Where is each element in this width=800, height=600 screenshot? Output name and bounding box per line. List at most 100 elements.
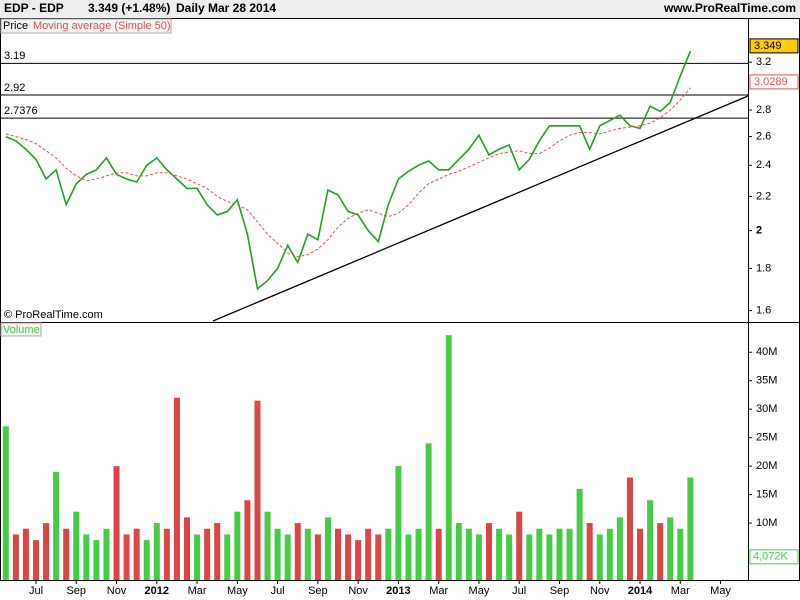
volume-bar bbox=[677, 528, 684, 580]
volume-bar bbox=[214, 523, 221, 580]
y-tick-label: 1.8 bbox=[756, 262, 771, 274]
last-volume-box bbox=[749, 549, 799, 565]
x-tick-label: Jul bbox=[512, 585, 526, 597]
volume-bar bbox=[33, 540, 39, 580]
volume-bar bbox=[496, 528, 503, 580]
x-tick-label: Jul bbox=[29, 585, 43, 597]
volume-bar bbox=[526, 534, 533, 580]
x-tick-label: 2012 bbox=[145, 585, 169, 597]
x-tick-label: Nov bbox=[107, 585, 127, 597]
date: Mar 28 2014 bbox=[208, 1, 276, 15]
volume-bar bbox=[304, 528, 311, 580]
level-label: 2.7376 bbox=[4, 105, 38, 117]
volume-bar bbox=[143, 540, 150, 580]
volume-bar bbox=[546, 534, 553, 580]
volume-bar bbox=[163, 528, 170, 580]
volume-bar bbox=[113, 466, 120, 580]
x-tick-label: May bbox=[227, 585, 248, 597]
level-label: 3.19 bbox=[4, 50, 25, 62]
y-tick-label: 35M bbox=[756, 375, 777, 387]
volume-bar bbox=[103, 528, 110, 580]
volume-bar bbox=[12, 534, 19, 580]
volume-bar bbox=[647, 500, 654, 580]
volume-bar bbox=[566, 528, 573, 580]
volume-bar bbox=[264, 511, 271, 580]
volume-bar bbox=[93, 540, 100, 580]
x-tick-label: Mar bbox=[671, 585, 690, 597]
volume-bar bbox=[53, 471, 60, 580]
x-tick-label: May bbox=[710, 585, 731, 597]
y-tick-label: 2.8 bbox=[756, 104, 771, 116]
volume-bar bbox=[83, 534, 90, 580]
volume-bar bbox=[123, 534, 130, 580]
volume-bar bbox=[637, 528, 644, 580]
level-label: 2.92 bbox=[4, 82, 25, 94]
y-tick-label: 10M bbox=[756, 517, 777, 529]
y-tick-label: 30M bbox=[756, 403, 777, 415]
period: Daily bbox=[176, 1, 205, 15]
copyright: © ProRealTime.com bbox=[4, 309, 103, 321]
y-tick-label: 3.2 bbox=[756, 56, 771, 68]
volume-bar bbox=[204, 528, 211, 580]
last-value-box bbox=[749, 38, 799, 54]
volume-bar bbox=[294, 523, 301, 580]
last-value-box bbox=[749, 74, 799, 90]
y-tick-label: 2.2 bbox=[756, 190, 771, 202]
volume-bar bbox=[486, 523, 493, 580]
volume-bar bbox=[244, 500, 251, 580]
volume-bar bbox=[475, 534, 482, 580]
legend-price: Price bbox=[3, 20, 28, 32]
price-line bbox=[5, 50, 692, 291]
volume-bar bbox=[626, 477, 633, 580]
last-value-label: 3.0289 bbox=[754, 76, 788, 88]
y-tick-label: 2.6 bbox=[756, 131, 771, 143]
x-tick-label: Jul bbox=[271, 585, 285, 597]
x-tick-label: Nov bbox=[590, 585, 610, 597]
volume-bar bbox=[395, 466, 402, 580]
x-tick-label: Mar bbox=[188, 585, 207, 597]
volume-bar bbox=[516, 511, 523, 580]
volume-bar bbox=[365, 528, 372, 580]
x-tick-label: Nov bbox=[348, 585, 368, 597]
volume-bar bbox=[586, 523, 593, 580]
symbol: EDP - EDP bbox=[4, 1, 64, 15]
volume-bar bbox=[375, 534, 382, 580]
volume-bar bbox=[405, 534, 412, 580]
volume-bar bbox=[385, 528, 392, 580]
y-tick-label: 40M bbox=[756, 346, 777, 358]
last-value-label: 3.349 bbox=[754, 40, 782, 52]
volume-bar bbox=[687, 477, 694, 580]
volume-bar bbox=[63, 528, 70, 580]
volume-bar bbox=[556, 528, 563, 580]
volume-bar bbox=[445, 335, 452, 580]
volume-bar bbox=[73, 511, 80, 580]
volume-bar bbox=[2, 426, 9, 580]
volume-bar bbox=[667, 517, 674, 580]
quote: 3.349 (+1.48%) bbox=[88, 1, 170, 15]
legend-box bbox=[0, 18, 172, 34]
y-tick-label: 2.4 bbox=[756, 159, 771, 171]
x-tick-label: Sep bbox=[66, 585, 86, 597]
volume-bar bbox=[425, 443, 432, 580]
volume-bar bbox=[43, 523, 50, 580]
volume-bar bbox=[224, 534, 231, 580]
volume-bar bbox=[576, 488, 583, 580]
volume-bar bbox=[184, 517, 191, 580]
y-tick-label: 2 bbox=[756, 225, 762, 237]
x-tick-label: 2013 bbox=[386, 585, 410, 597]
moving-average-line bbox=[5, 87, 691, 258]
volume-bar bbox=[153, 523, 160, 580]
trend-line bbox=[212, 95, 749, 322]
volume-bar bbox=[616, 517, 623, 580]
volume-bar bbox=[596, 534, 603, 580]
volume-bar bbox=[234, 511, 241, 580]
x-tick-label: Sep bbox=[550, 585, 570, 597]
volume-bar bbox=[335, 528, 342, 580]
y-tick-label: 15M bbox=[756, 488, 777, 500]
site: www.ProRealTime.com bbox=[663, 1, 796, 15]
volume-bar bbox=[345, 534, 352, 580]
volume-bar bbox=[314, 534, 321, 580]
x-tick-label: Sep bbox=[308, 585, 328, 597]
y-tick-label: 20M bbox=[756, 460, 777, 472]
